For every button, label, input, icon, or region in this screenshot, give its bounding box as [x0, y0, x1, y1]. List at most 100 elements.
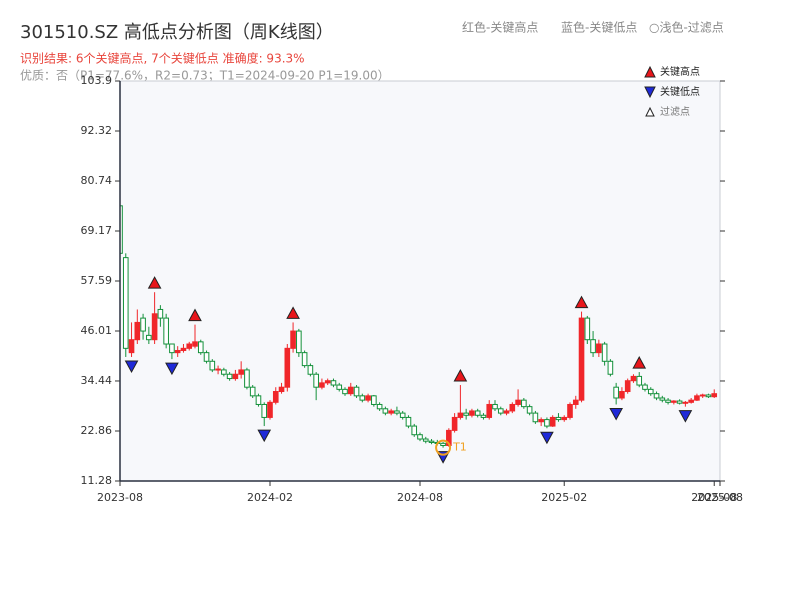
- candle-body: [549, 416, 556, 427]
- candle-body: [671, 400, 677, 403]
- x-tick-label: 2025-08: [697, 491, 743, 504]
- candle-body: [555, 416, 562, 421]
- candle-body: [151, 313, 158, 341]
- candle-body: [596, 343, 602, 354]
- candle-body: [296, 330, 302, 354]
- key-high-marker: [453, 368, 468, 382]
- candle-body: [290, 330, 296, 349]
- candle-body: [324, 380, 331, 384]
- candle-body: [469, 410, 475, 416]
- candle-body: [249, 386, 256, 397]
- candle-body: [428, 440, 435, 443]
- plot-area: [119, 80, 721, 482]
- candle-body: [197, 341, 204, 354]
- candle-body: [699, 394, 706, 397]
- candle-body: [267, 401, 273, 418]
- annotation-ring: [435, 439, 452, 456]
- legend-label: 关键高点: [660, 65, 700, 78]
- key-low-marker: [540, 431, 554, 445]
- candle-body: [705, 394, 712, 398]
- candle-body: [180, 347, 187, 351]
- candle-body: [134, 321, 141, 341]
- candle-body: [538, 419, 544, 423]
- candle-body: [226, 373, 233, 380]
- candles-layer: [120, 201, 718, 448]
- candle-body: [647, 388, 654, 395]
- candle-body: [492, 403, 498, 410]
- key-high-marker: [147, 276, 162, 289]
- candle-body: [567, 403, 573, 418]
- candle-body: [255, 395, 262, 405]
- candle-body: [601, 343, 608, 362]
- result-line: 识别结果: 6个关键高点, 7个关键低点 准确度: 93.3%: [20, 51, 305, 66]
- key-low-marker: [678, 410, 693, 423]
- candle-body: [122, 257, 129, 349]
- candle-body: [636, 375, 643, 386]
- candle-body: [480, 414, 487, 418]
- candle-body: [394, 410, 400, 414]
- candle-body: [284, 347, 291, 388]
- candle-body: [630, 375, 637, 382]
- candle-body: [371, 395, 377, 405]
- candle-body: [642, 384, 648, 390]
- candle-body: [624, 380, 631, 393]
- legend-symbol: [645, 106, 655, 117]
- y-tick-label: 103.9: [81, 74, 113, 87]
- candle-body: [192, 341, 198, 347]
- candle-body: [405, 416, 412, 427]
- x-tick-label: 2023-08: [97, 491, 143, 504]
- candle-body: [382, 408, 389, 414]
- candle-body: [174, 349, 181, 354]
- candle-body: [342, 388, 348, 395]
- candle-body: [561, 416, 568, 421]
- candle-body: [359, 395, 366, 401]
- candle-body: [261, 403, 268, 418]
- candle-body: [457, 412, 464, 418]
- candle-body: [682, 401, 689, 404]
- candle-body: [301, 352, 308, 367]
- candle-body: [411, 425, 418, 436]
- candle-body: [353, 386, 360, 397]
- candle-body: [169, 343, 175, 354]
- candle-body: [532, 412, 539, 423]
- candle-body: [186, 343, 193, 349]
- candle-body: [244, 369, 250, 388]
- candle-body: [330, 380, 337, 386]
- candle-body: [607, 360, 614, 375]
- candle-body: [578, 317, 585, 401]
- legend-label: 关键低点: [660, 85, 700, 98]
- candle-body: [388, 410, 394, 414]
- candle-body: [215, 368, 221, 371]
- y-tick-label: 11.28: [81, 474, 113, 487]
- candle-body: [694, 395, 700, 401]
- candle-body: [232, 373, 239, 380]
- candle-body: [238, 369, 244, 375]
- y-tick-label: 69.17: [81, 224, 113, 237]
- candle-body: [209, 360, 216, 371]
- candle-body: [399, 412, 406, 418]
- y-tick-label: 92.32: [81, 124, 113, 137]
- key-low-marker: [257, 429, 272, 443]
- header-legend: 蓝色-关键低点: [561, 21, 637, 35]
- x-tick-label: 2025-02: [541, 491, 587, 504]
- candle-body: [157, 308, 164, 319]
- candle-body: [613, 386, 619, 399]
- key-low-marker: [165, 362, 179, 376]
- candle-body: [590, 339, 596, 354]
- candle-body: [319, 382, 325, 388]
- candle-body: [474, 410, 481, 416]
- candle-body: [676, 400, 683, 404]
- candle-body: [272, 391, 279, 403]
- annotation-label: T1: [452, 441, 467, 454]
- key-low-marker: [124, 360, 139, 374]
- legend-label: 过滤点: [660, 105, 690, 118]
- legend-symbol: [644, 86, 656, 99]
- key-low-marker: [609, 407, 623, 421]
- candle-body: [417, 434, 423, 440]
- candle-body: [503, 410, 510, 414]
- chart-title: 301510.SZ 高低点分析图（周K线图）: [20, 22, 334, 43]
- candle-body: [486, 403, 493, 418]
- candle-body: [451, 416, 458, 431]
- candle-body: [688, 399, 694, 403]
- candle-body: [515, 399, 521, 405]
